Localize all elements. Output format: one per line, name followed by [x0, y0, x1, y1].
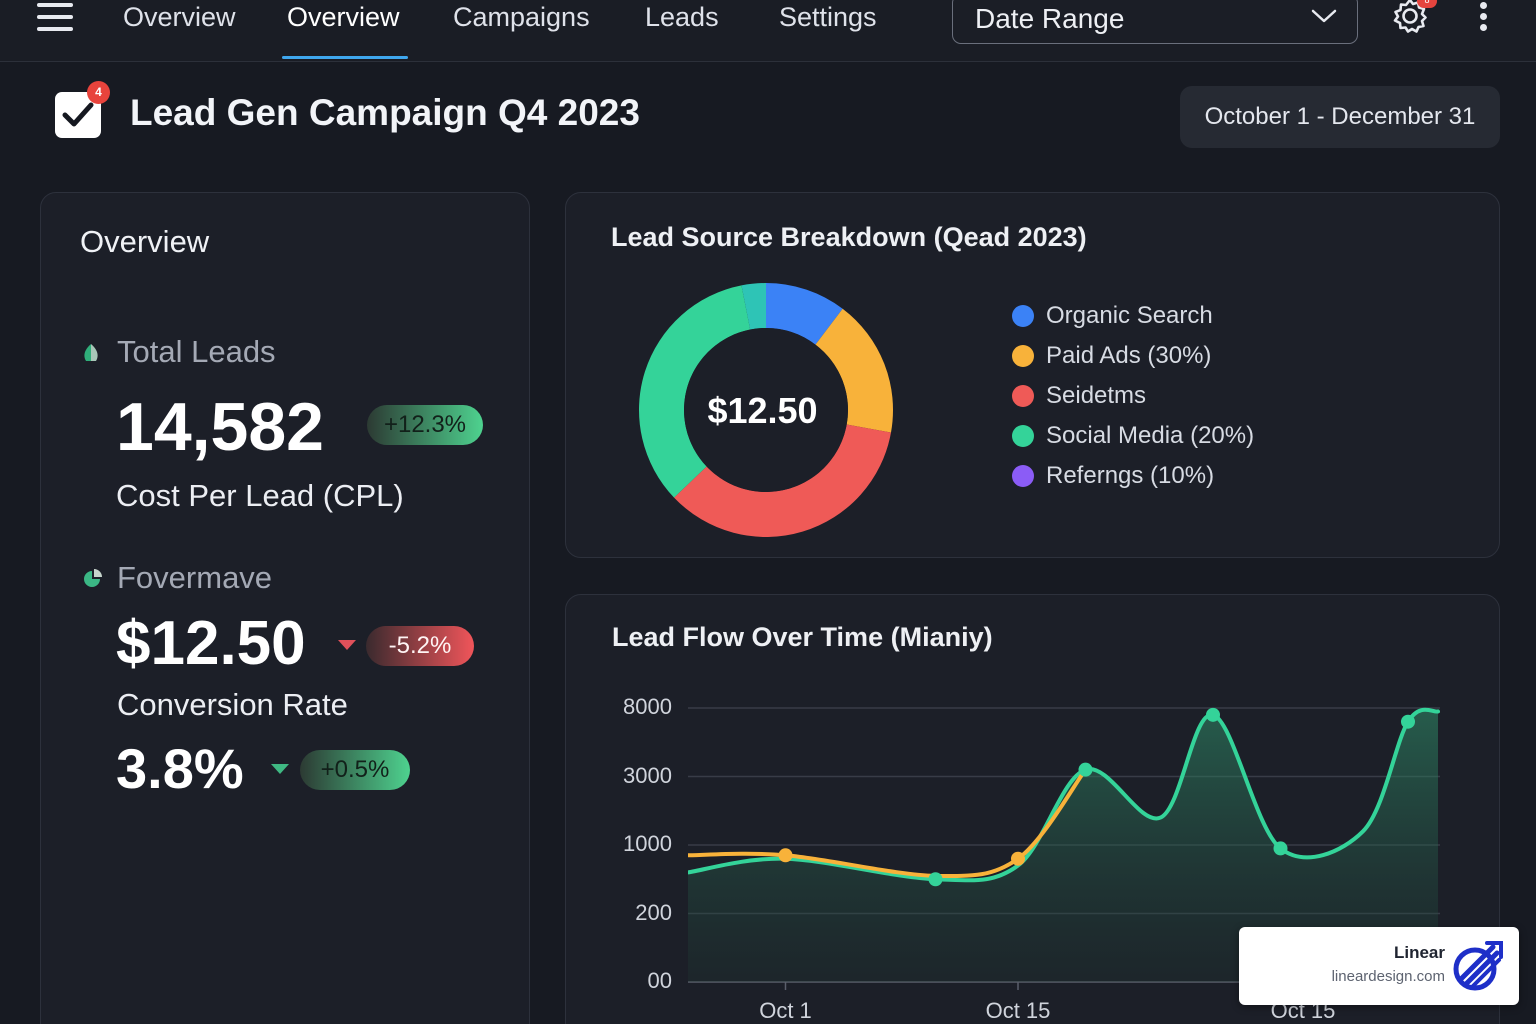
- top-navigation-bar: Overview Overview Campaigns Leads Settin…: [0, 0, 1536, 62]
- pie-slice-icon: [84, 569, 102, 587]
- x-tick-label: Oct 1: [759, 998, 812, 1023]
- change-badge-total-leads: +12.3%: [367, 405, 483, 445]
- checkmark-icon: [62, 102, 94, 127]
- legend-label: Seidetms: [1046, 382, 1147, 409]
- data-point[interactable]: [1273, 841, 1288, 856]
- change-badge-conversion-rate: +0.5%: [300, 750, 410, 790]
- linear-logo-icon: [1453, 941, 1503, 991]
- date-range-chip[interactable]: October 1 - December 31: [1180, 86, 1500, 148]
- leaf-icon: [84, 344, 98, 361]
- series-area: [688, 709, 1438, 982]
- brand-url: lineardesign.com: [1331, 968, 1445, 985]
- metric-value-total-leads: 14,582: [116, 389, 324, 465]
- metric-sublabel-cpl: Cost Per Lead (CPL): [116, 478, 404, 513]
- legend-dot: [1012, 385, 1034, 407]
- hamburger-menu-icon[interactable]: [37, 3, 73, 33]
- series-line-0[interactable]: [688, 707, 1440, 883]
- data-point[interactable]: [1011, 851, 1025, 866]
- date-range-label: Date Range: [975, 3, 1125, 34]
- nav-tab-campaigns[interactable]: Campaigns: [453, 2, 590, 32]
- page-title: Lead Gen Campaign Q4 2023: [130, 92, 640, 133]
- legend-dot: [1012, 345, 1034, 367]
- data-point[interactable]: [1078, 762, 1093, 777]
- brand-name: Linear: [1393, 943, 1445, 962]
- legend-label: Social Media (20%): [1046, 422, 1255, 449]
- overview-card: [40, 192, 530, 1024]
- data-point[interactable]: [928, 872, 943, 887]
- data-point[interactable]: [1206, 707, 1220, 722]
- overview-title: Overview: [80, 224, 210, 259]
- nav-tab-overview[interactable]: Overview: [123, 2, 236, 32]
- donut-slice-2[interactable]: [674, 424, 891, 537]
- legend-dot: [1012, 465, 1034, 487]
- chevron-down-icon: [1311, 9, 1337, 23]
- lead-source-title: Lead Source Breakdown (Qead 2023): [611, 222, 1087, 252]
- donut-slice-0[interactable]: [766, 283, 843, 345]
- nav-tab-settings[interactable]: Settings: [779, 2, 877, 32]
- notification-badge: 4: [87, 81, 110, 104]
- x-tick-label: Oct 15: [985, 998, 1051, 1023]
- donut-slice-3[interactable]: [639, 285, 751, 498]
- legend-label: Organic Search: [1046, 302, 1213, 329]
- brand-watermark-card[interactable]: Linear lineardesign.com: [1239, 927, 1519, 1005]
- donut-hole: [684, 328, 848, 492]
- down-triangle-icon: [271, 764, 289, 774]
- nav-tab-overview-active[interactable]: Overview: [287, 2, 400, 32]
- y-tick-label: 1000: [623, 831, 672, 856]
- data-point[interactable]: [1401, 714, 1415, 729]
- legend-dot: [1012, 425, 1034, 447]
- y-tick-label: 3000: [623, 762, 672, 788]
- data-point[interactable]: [778, 848, 793, 863]
- donut-center-value: $12.50: [707, 390, 818, 431]
- y-tick-label: 00: [647, 968, 672, 993]
- metric-sublabel-conversion-rate: Conversion Rate: [117, 687, 348, 722]
- down-triangle-icon: [338, 640, 356, 650]
- lead-source-donut-chart: [639, 283, 893, 537]
- donut-slice-5[interactable]: [741, 283, 766, 330]
- active-tab-indicator: [282, 56, 408, 59]
- nav-tab-leads[interactable]: Leads: [645, 2, 719, 32]
- settings-notification-badge: 8: [1417, 0, 1437, 8]
- legend-dot: [1012, 305, 1034, 327]
- lead-flow-title: Lead Flow Over Time (Mianiy): [612, 622, 993, 652]
- donut-slice-1[interactable]: [815, 308, 893, 433]
- y-tick-label: 200: [635, 899, 672, 925]
- gear-icon[interactable]: [1390, 0, 1430, 36]
- more-options-icon[interactable]: [1477, 2, 1491, 34]
- metric-label-fovermave: Fovermave: [117, 560, 273, 595]
- metric-value-conversion-rate: 3.8%: [116, 737, 244, 800]
- y-tick-label: 8000: [623, 694, 672, 719]
- lead-flow-line-chart: [688, 707, 1440, 990]
- change-badge-cpl: -5.2%: [366, 626, 474, 666]
- legend-label: Referngs (10%): [1046, 462, 1215, 489]
- metric-value-cpl: $12.50: [116, 609, 306, 678]
- metric-label-total-leads: Total Leads: [117, 334, 276, 369]
- date-range-dropdown[interactable]: Date Range: [952, 0, 1358, 44]
- legend-label: Paid Ads (30%): [1046, 342, 1212, 369]
